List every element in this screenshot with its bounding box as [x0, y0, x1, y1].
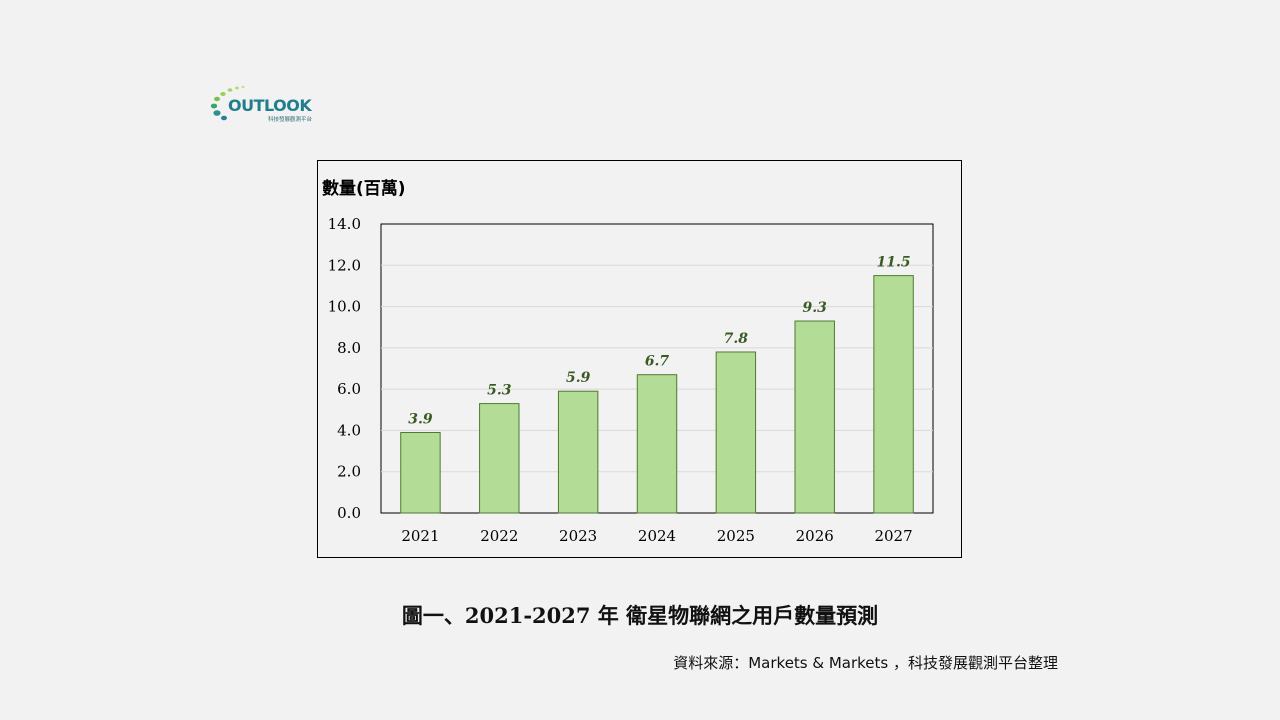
- x-tick-label: 2027: [874, 527, 912, 545]
- logo-subtitle: 科技發展觀測平台: [268, 115, 313, 123]
- bar: [794, 320, 835, 514]
- x-tick-label: 2023: [559, 527, 597, 545]
- x-tick-label: 2026: [796, 527, 834, 545]
- logo-wordmark: OUTLOOK: [228, 96, 312, 115]
- bar: [479, 403, 520, 514]
- y-tick-label: 8.0: [337, 339, 361, 357]
- x-tick-label: 2025: [717, 527, 755, 545]
- y-axis-label: 數量(百萬): [322, 178, 406, 199]
- bar: [400, 431, 441, 514]
- chart-container: 0.0 2.0 4.0 6.0 8.0 10.0 12.0 14.0 2021 2022 2023…: [317, 160, 962, 558]
- y-tick-label: 6.0: [337, 380, 361, 398]
- y-tick-label: 4.0: [337, 421, 361, 439]
- bar-value-label: 5.3: [487, 383, 512, 399]
- outlook-logo-graphic: OUTLOOK 科技發展觀測平台: [210, 85, 313, 123]
- bar: [636, 374, 678, 514]
- bar-chart: 0.0 2.0 4.0 6.0 8.0 10.0 12.0 14.0 2021 2022 2023…: [322, 178, 934, 545]
- y-tick-label: 10.0: [328, 298, 361, 316]
- bar: [715, 351, 757, 514]
- bar-value-label: 5.9: [566, 370, 591, 386]
- bar-value-label: 9.3: [803, 300, 828, 316]
- bar-value-label: 7.8: [724, 331, 749, 347]
- x-tick-label: 2024: [638, 527, 676, 545]
- outlook-logo: OUTLOOK 科技發展觀測平台: [208, 84, 324, 124]
- figure-caption: 圖一、2021-2027 年 衛星物聯網之用戶數量預測: [401, 603, 879, 628]
- bar-value-label: 6.7: [645, 354, 670, 370]
- y-tick-label: 2.0: [337, 463, 361, 481]
- bar: [873, 275, 914, 514]
- y-tick-label: 14.0: [328, 215, 361, 233]
- bar-value-label: 3.9: [408, 411, 433, 427]
- bar: [557, 390, 599, 514]
- y-tick-label: 12.0: [328, 256, 361, 274]
- x-tick-label: 2022: [480, 527, 518, 545]
- x-tick-label: 2021: [401, 527, 439, 545]
- bar-value-label: 11.5: [877, 255, 911, 271]
- source-note: 資料來源：Markets & Markets ，科技發展觀測平台整理: [673, 654, 1058, 672]
- y-tick-label: 0.0: [337, 504, 361, 522]
